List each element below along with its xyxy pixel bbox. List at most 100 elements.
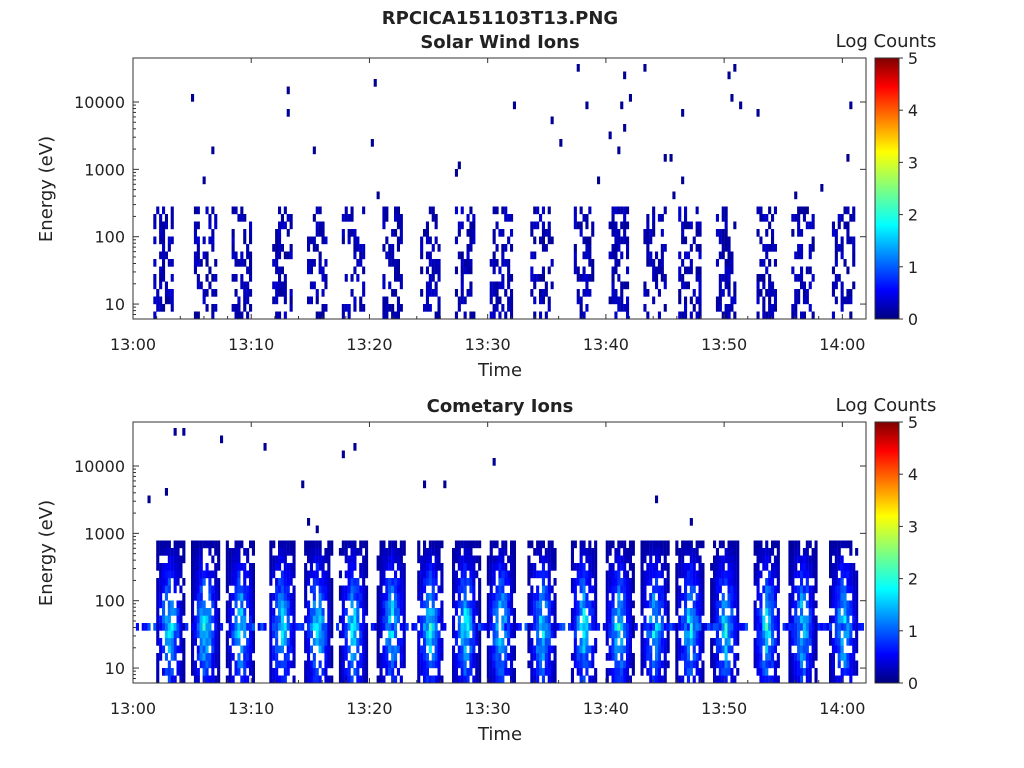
heatmap-cell: [237, 555, 241, 564]
heatmap-cell: [675, 570, 679, 579]
heatmap-cell: [278, 645, 282, 654]
heatmap-cell: [591, 645, 595, 654]
heatmap-cell: [399, 593, 403, 601]
heatmap-cell: [507, 578, 511, 586]
heatmap-cell: [547, 585, 551, 594]
heatmap-cell: [713, 638, 717, 646]
heatmap-cell: [193, 266, 197, 275]
heatmap-cell: [159, 638, 163, 646]
heatmap-cell: [278, 660, 282, 669]
heatmap-cell: [536, 585, 540, 594]
heatmap-cell: [846, 668, 850, 676]
heatmap-cell: [617, 615, 621, 624]
heatmap-cell: [507, 304, 511, 312]
heatmap-cell: [417, 593, 421, 601]
heatmap-cell: [585, 289, 589, 297]
heatmap-cell: [544, 593, 548, 601]
heatmap-cell: [756, 109, 760, 117]
heatmap-cell: [573, 259, 577, 267]
heatmap-cell: [315, 221, 319, 230]
x-tick-label: 13:50: [701, 335, 747, 354]
heatmap-cell: [417, 645, 421, 654]
heatmap-cell: [495, 645, 499, 654]
heatmap-cell: [727, 304, 731, 312]
heatmap-cell: [544, 668, 548, 676]
heatmap-cell: [454, 206, 458, 215]
heatmap-cell: [591, 274, 595, 282]
heatmap-cell: [315, 615, 319, 624]
heatmap-cell: [338, 630, 342, 639]
heatmap-cell: [246, 623, 250, 631]
heatmap-cell: [394, 274, 398, 282]
heatmap-cell: [205, 251, 209, 260]
heatmap-cell: [794, 623, 798, 631]
heatmap-cell: [272, 645, 276, 654]
heatmap-cell: [423, 480, 427, 489]
heatmap-cell: [576, 296, 580, 305]
heatmap-cell: [350, 623, 354, 631]
heatmap-cell: [623, 623, 627, 631]
heatmap-cell: [376, 593, 380, 601]
heatmap-cell: [808, 281, 812, 290]
heatmap-cell: [811, 274, 815, 282]
heatmap-cell: [327, 540, 331, 549]
heatmap-cell: [756, 623, 760, 631]
heatmap-cell: [802, 623, 806, 631]
heatmap-cell: [379, 593, 383, 601]
heatmap-cell: [466, 600, 470, 609]
heatmap-cell: [602, 623, 606, 631]
heatmap-cell: [321, 289, 325, 297]
heatmap-cell: [385, 668, 389, 676]
heatmap-cell: [753, 608, 757, 616]
heatmap-cell: [753, 660, 757, 669]
heatmap-cell: [249, 638, 253, 646]
heatmap-cell: [588, 555, 592, 564]
heatmap-cell: [776, 555, 780, 564]
heatmap-cell: [655, 548, 659, 556]
heatmap-cell: [698, 311, 702, 320]
heatmap-cell: [695, 638, 699, 646]
heatmap-cell: [692, 675, 696, 684]
heatmap-cell: [730, 578, 734, 586]
heatmap-cell: [762, 214, 766, 222]
heatmap-cell: [347, 304, 351, 312]
heatmap-cell: [234, 555, 238, 564]
heatmap-cell: [309, 675, 313, 684]
heatmap-cell: [275, 251, 279, 260]
heatmap-cell: [338, 675, 342, 684]
heatmap-cell: [710, 645, 714, 654]
heatmap-cell: [533, 281, 537, 290]
heatmap-cell: [396, 236, 400, 245]
heatmap-cell: [208, 615, 212, 624]
heatmap-cell: [318, 615, 322, 624]
heatmap-cell: [628, 653, 632, 661]
heatmap-cell: [454, 236, 458, 245]
heatmap-cell: [733, 585, 737, 594]
heatmap-cell: [718, 304, 722, 312]
heatmap-cell: [733, 289, 737, 297]
heatmap-cell: [327, 645, 331, 654]
heatmap-cell: [193, 638, 197, 646]
solar-wind-title: Solar Wind Ions: [420, 32, 579, 53]
heatmap-cell: [608, 623, 612, 631]
heatmap-cell: [196, 548, 200, 556]
heatmap-cell: [338, 593, 342, 601]
heatmap-cell: [646, 244, 650, 252]
heatmap-cell: [437, 668, 441, 676]
heatmap-cell: [234, 311, 238, 320]
heatmap-cell: [217, 540, 221, 549]
heatmap-cell: [312, 281, 316, 290]
heatmap-cell: [498, 600, 502, 609]
heatmap-cell: [614, 259, 618, 267]
heatmap-cell: [350, 615, 354, 624]
heatmap-cell: [478, 675, 482, 684]
heatmap-cell: [611, 608, 615, 616]
heatmap-cell: [341, 668, 345, 676]
heatmap-cell: [588, 645, 592, 654]
heatmap-cell: [501, 585, 505, 594]
heatmap-cell: [666, 608, 670, 616]
heatmap-cell: [228, 675, 232, 684]
heatmap-cell: [721, 555, 725, 564]
heatmap-cell: [686, 540, 690, 549]
heatmap-cell: [718, 563, 722, 571]
